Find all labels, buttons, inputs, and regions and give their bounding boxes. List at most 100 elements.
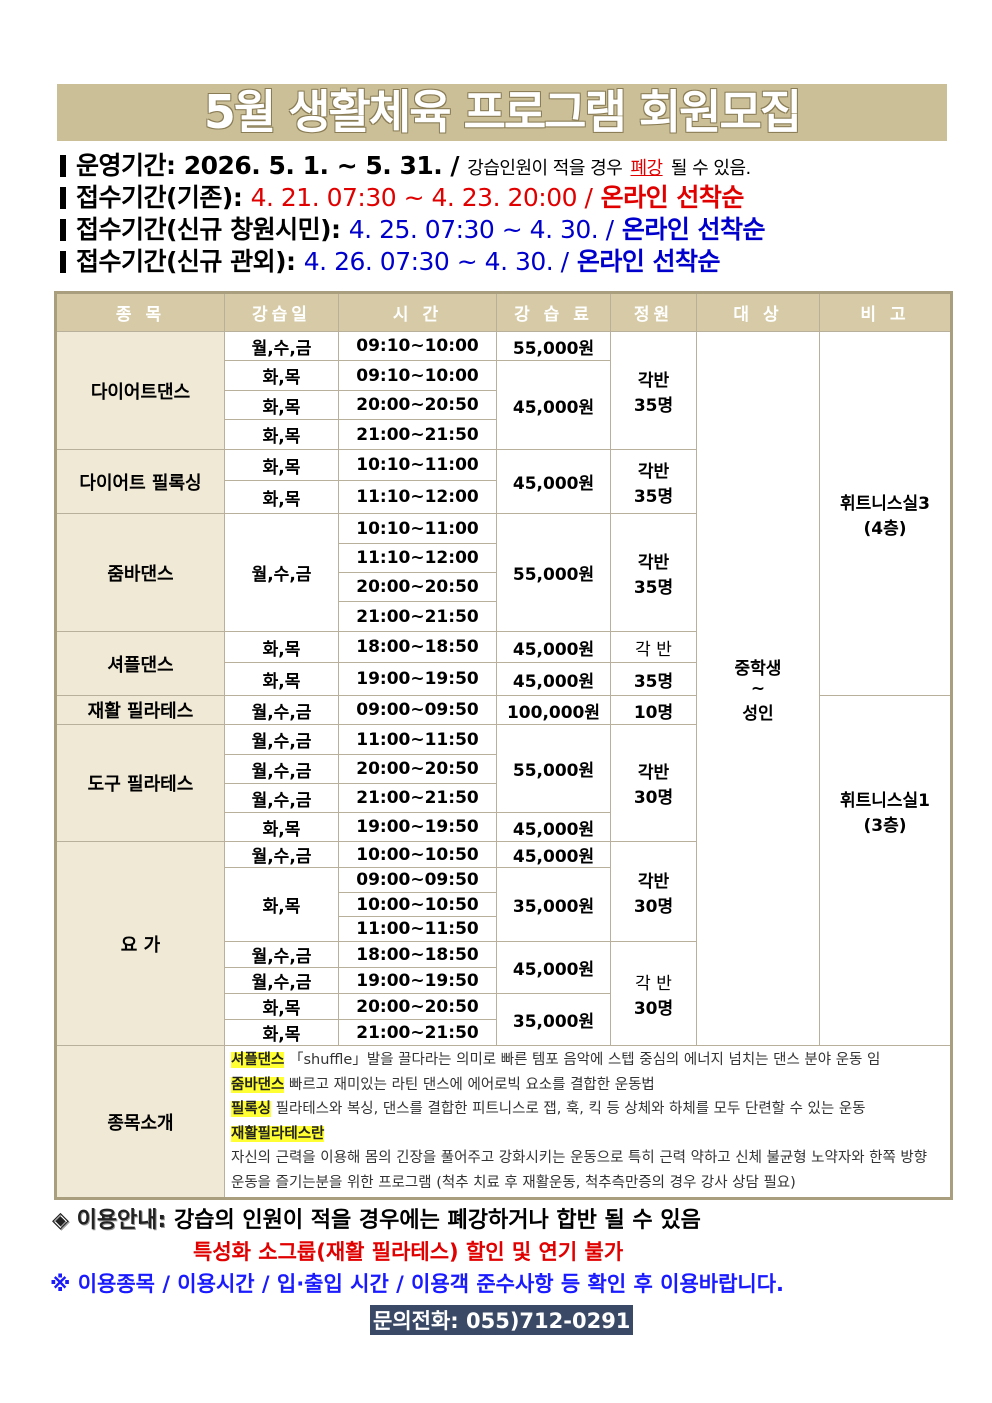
time: 21:00~21:50: [338, 1019, 497, 1046]
info-section: 운영기간: 2026. 5. 1. ~ 5. 31. / 강습인원이 적을 경우…: [60, 150, 950, 278]
note: 강습인원이 적을 경우: [467, 158, 623, 179]
days: 화,목: [224, 419, 339, 450]
intro-item: 셔플댄스 「shuffle」발을 끌다라는 의미로 빠른 템포 음악에 스텝 중…: [231, 1052, 881, 1068]
header-cell: 시 간: [338, 292, 497, 332]
registration-new-city: 접수기간(신규 창원시민): 4. 25. 07:30 ~ 4. 30. / 온…: [60, 214, 950, 246]
time: 11:10~12:00: [338, 543, 497, 573]
value: 4. 26. 07:30 ~ 4. 30. /: [303, 247, 569, 276]
registration-existing: 접수기간(기존): 4. 21. 07:30 ~ 4. 23. 20:00 / …: [60, 182, 950, 214]
value: 4. 21. 07:30 ~ 4. 23. 20:00 /: [250, 183, 593, 212]
capacity: 각반 35명: [610, 449, 697, 514]
days: 화,목: [224, 631, 339, 663]
fee: 45,000원: [496, 812, 611, 842]
table-row: 다이어트 필록싱 화,목 10:10~11:00 45,000원 각반 35명: [55, 449, 952, 514]
label: 접수기간(신규 창원시민):: [76, 215, 341, 244]
time: 10:10~11:00: [338, 449, 497, 481]
label: 운영기간:: [76, 151, 176, 180]
table-row: 다이어트댄스 월,수,금 09:10~10:00 55,000원 각반 35명 중…: [55, 331, 952, 1046]
time: 09:10~10:00: [338, 360, 497, 391]
program-intro: 셔플댄스 「shuffle」발을 끌다라는 의미로 빠른 템포 음악에 스텝 중…: [224, 1045, 952, 1199]
table-row: 월,수,금 20:00~20:50: [56, 754, 952, 784]
fee: 100,000원: [496, 695, 611, 725]
table-row: 재활 필라테스 월,수,금 09:00~09:50 100,000원 10명 휘…: [55, 695, 952, 1046]
table-row: 20:00~20:50: [56, 572, 952, 602]
days: 화,목: [224, 812, 339, 842]
program-name: 종목소개: [55, 1045, 225, 1199]
intro-item: 재활필라테스란 자신의 근력을 이용해 몸의 긴장을 풀어주고 강화시키는 운동으…: [231, 1125, 928, 1191]
table-row: 화,목 20:00~20:50: [56, 390, 952, 420]
table-row: 화,목 19:00~19:50 45,000원 35명: [56, 662, 952, 696]
capacity: 각반 30명: [610, 841, 697, 942]
title-banner: 5월 생활체육 프로그램 회원모집: [57, 84, 947, 141]
time: 11:10~12:00: [338, 480, 497, 514]
table-row: 월,수,금 21:00~21:50: [56, 783, 952, 813]
capacity: 각 반 30명: [610, 941, 697, 1046]
program-name: 다이어트댄스: [55, 331, 225, 450]
remark: 휘트니스실3 (4층): [819, 331, 952, 696]
value: 4. 25. 07:30 ~ 4. 30. /: [348, 215, 614, 244]
fee: 45,000원: [496, 941, 611, 994]
fee: 45,000원: [496, 662, 611, 696]
capacity: 10명: [610, 695, 697, 725]
intro-item: 줌바댄스 빠르고 재미있는 라틴 댄스에 에어로빅 요소를 결합한 운동법: [231, 1076, 655, 1093]
time: 19:00~19:50: [338, 967, 497, 994]
method: 온라인 선착순: [576, 247, 721, 276]
time: 19:00~19:50: [338, 812, 497, 842]
header-cell: 강습일: [224, 292, 339, 332]
capacity: 각반 35명: [610, 331, 697, 450]
program-name: 재활 필라테스: [55, 695, 225, 725]
days: 화,목: [224, 360, 339, 391]
capacity: 35명: [610, 662, 697, 696]
table-row: 21:00~21:50: [56, 601, 952, 632]
header-cell: 대 상: [696, 292, 820, 332]
time: 21:00~21:50: [338, 601, 497, 632]
time: 20:00~20:50: [338, 993, 497, 1020]
time: 10:00~10:50: [338, 892, 497, 917]
target: 중학생 ~ 성인: [696, 331, 820, 1046]
label: 접수기간(기존):: [76, 183, 243, 212]
table-row: 셔플댄스 화,목 18:00~18:50 45,000원 각 반: [55, 631, 952, 696]
days: 화,목: [224, 662, 339, 696]
time: 09:00~09:50: [338, 695, 497, 725]
days: 월,수,금: [224, 331, 339, 361]
note-cancel: 폐강: [630, 158, 663, 179]
time: 20:00~20:50: [338, 754, 497, 784]
days: 월,수,금: [224, 783, 339, 813]
table-row: 11:10~12:00: [56, 543, 952, 573]
days: 월,수,금: [224, 724, 339, 755]
days: 월,수,금: [224, 967, 339, 994]
program-name: 줌바댄스: [55, 513, 225, 632]
program-name: 다이어트 필록싱: [55, 449, 225, 514]
time: 11:00~11:50: [338, 916, 497, 942]
days: 월,수,금: [224, 695, 339, 725]
days: 화,목: [224, 867, 339, 942]
table-header: 종 목 강습일 시 간 강 습 료 정원 대 상 비 고: [55, 292, 952, 332]
fee: 45,000원: [496, 449, 611, 514]
operation-period: 운영기간: 2026. 5. 1. ~ 5. 31. / 강습인원이 적을 경우…: [60, 150, 950, 182]
table-row: 화,목 09:10~10:00 45,000원: [56, 360, 952, 450]
fee: 55,000원: [496, 331, 611, 361]
header-cell: 강 습 료: [496, 292, 611, 332]
table-row: 도구 필라테스 월,수,금 11:00~11:50 55,000원 각반 30명: [55, 724, 952, 842]
days: 화,목: [224, 993, 339, 1020]
table-row: 11:00~11:50: [56, 916, 952, 942]
days: 화,목: [224, 1019, 339, 1046]
fee: 35,000원: [496, 867, 611, 942]
time: 10:10~11:00: [338, 513, 497, 544]
header-cell: 종 목: [55, 292, 225, 332]
time: 09:00~09:50: [338, 867, 497, 893]
fee: 55,000원: [496, 513, 611, 632]
method: 온라인 선착순: [621, 215, 766, 244]
table-row: 요 가 월,수,금 10:00~10:50 45,000원 각반 30명: [55, 841, 952, 1046]
days: 월,수,금: [224, 513, 339, 632]
capacity: 각 반: [610, 631, 697, 663]
table-row: 월,수,금 18:00~18:50 45,000원 각 반 30명: [56, 941, 952, 1046]
fee: 45,000원: [496, 841, 611, 868]
days: 화,목: [224, 449, 339, 481]
page-title: 5월 생활체육 프로그램 회원모집: [203, 85, 802, 139]
label: 접수기간(신규 관외):: [76, 247, 296, 276]
table-row: 화,목 09:00~09:50 35,000원: [56, 867, 952, 942]
table-row: 줌바댄스 월,수,금 10:10~11:00 55,000원 각반 35명: [55, 513, 952, 632]
program-name: 셔플댄스: [55, 631, 225, 696]
program-name: 도구 필라테스: [55, 724, 225, 842]
